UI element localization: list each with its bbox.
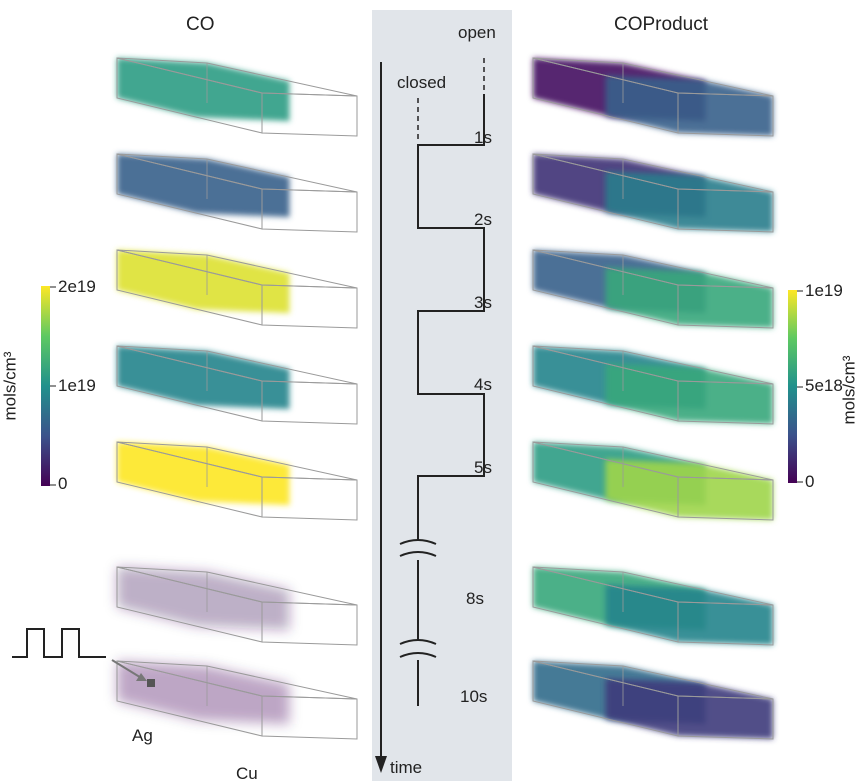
time-label-2s: 2s (474, 210, 492, 229)
coproduct-box-6-volume-2 (605, 584, 773, 645)
co-concentration-boxes (116, 57, 358, 740)
co-box-1 (116, 57, 358, 137)
co-colorbar-tick-max: 2e19 (58, 277, 96, 296)
co-colorbar (41, 286, 50, 486)
coproduct-colorbar-tick-max: 1e19 (805, 281, 843, 300)
time-arrow-head (375, 756, 387, 773)
coproduct-box-3-side-face (677, 284, 774, 329)
co-box-3 (116, 249, 358, 329)
co-box-2-side-face (261, 188, 358, 233)
time-label-1s: 1s (474, 128, 492, 147)
co-title: CO (186, 14, 215, 35)
coproduct-box-2-side-face (677, 188, 774, 233)
co-box-2 (116, 153, 358, 233)
inlet-marker (147, 679, 155, 687)
axis-break-2a (399, 639, 437, 645)
coproduct-box-6 (532, 566, 774, 646)
state-open-label: open (458, 23, 496, 42)
coproduct-box-7-side-face (677, 695, 774, 740)
axis-break-1a (399, 539, 437, 545)
co-box-6 (116, 566, 358, 646)
timeline-panel (372, 10, 512, 781)
coproduct-colorbar-tick-mid: 5e18 (805, 376, 843, 395)
time-label-4s: 4s (474, 375, 492, 394)
inlet-pointer-head (136, 673, 147, 681)
co-box-7 (116, 660, 358, 740)
coproduct-box-4-side-face (677, 380, 774, 425)
pulse-input-icon (12, 628, 106, 658)
coproduct-box-4 (532, 345, 774, 425)
co-box-6-volume-1 (117, 567, 290, 631)
co-box-6-side-face (261, 601, 358, 646)
time-axis-label: time (390, 758, 423, 777)
co-colorbar-tick-min: 0 (58, 474, 68, 493)
co-box-7-volume-1 (117, 661, 290, 725)
time-label-10s: 10s (460, 687, 488, 706)
co-box-7-side-face (261, 695, 358, 740)
coproduct-box-5-volume-2 (605, 459, 773, 520)
coproduct-box-7 (532, 660, 774, 740)
coproduct-box-5-side-face (677, 476, 774, 521)
region-label-cu: Cu (236, 764, 258, 783)
co-box-5-volume-1 (117, 442, 290, 506)
coproduct-title: COProduct (614, 14, 708, 35)
coproduct-colorbar-tick-min: 0 (805, 472, 815, 491)
coproduct-colorbar-unit: mols/cm³ (839, 355, 859, 425)
co-colorbar-tick-mid: 1e19 (58, 376, 96, 395)
co-colorbar-unit: mols/cm³ (0, 351, 20, 421)
co-box-1-side-face (261, 92, 358, 137)
coproduct-concentration-boxes (532, 57, 774, 740)
time-label-5s: 5s (474, 458, 492, 477)
coproduct-colorbar (788, 290, 797, 483)
coproduct-box-1-side-face (677, 92, 774, 137)
coproduct-box-3-volume-2 (605, 267, 773, 328)
coproduct-box-1-volume-2 (605, 75, 773, 136)
coproduct-box-1 (532, 57, 774, 137)
coproduct-box-3 (532, 249, 774, 329)
co-box-3-side-face (261, 284, 358, 329)
inlet-pointer-arrow (111, 659, 144, 680)
coproduct-box-6-side-face (677, 601, 774, 646)
coproduct-box-4-volume-2 (605, 363, 773, 424)
state-closed-label: closed (397, 73, 447, 92)
coproduct-box-2 (532, 153, 774, 233)
valve-waveform (417, 94, 485, 540)
co-box-5-side-face (261, 476, 358, 521)
co-box-4 (116, 345, 358, 425)
region-label-ag: Ag (132, 726, 153, 745)
co-box-4-volume-1 (117, 346, 290, 410)
co-box-4-side-face (261, 380, 358, 425)
coproduct-box-2-volume-2 (605, 171, 773, 232)
axis-break-1b (399, 551, 437, 557)
co-box-3-volume-1 (117, 250, 290, 314)
coproduct-box-5 (532, 441, 774, 521)
co-box-1-volume-1 (117, 58, 290, 122)
time-label-3s: 3s (474, 293, 492, 312)
co-box-2-volume-1 (117, 154, 290, 218)
coproduct-box-7-volume-2 (605, 678, 773, 739)
time-label-8s: 8s (466, 589, 484, 608)
co-box-5 (116, 441, 358, 521)
axis-break-2b (399, 652, 437, 658)
